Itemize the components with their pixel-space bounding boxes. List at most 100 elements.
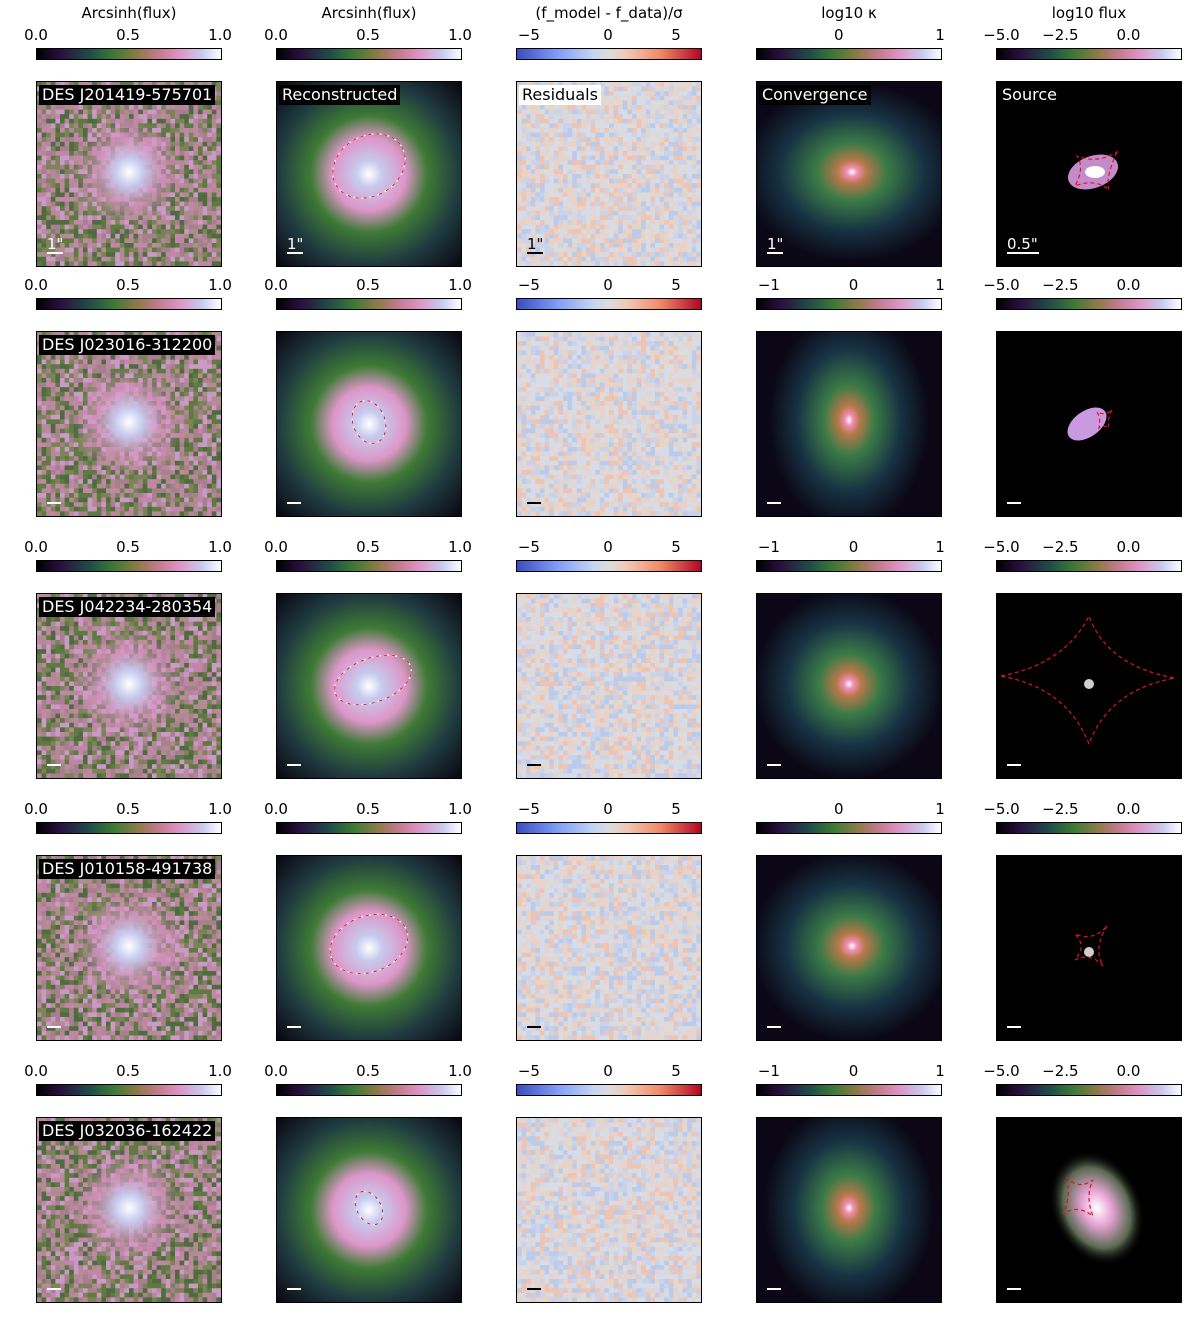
scale-bar-line [527, 764, 541, 766]
colorbar-tick-label: 1.0 [448, 1062, 472, 1080]
colorbar-tick-label: 0 [848, 276, 859, 294]
reconstructed-image: Reconstructed 1" [276, 81, 462, 267]
colorbar-tick-label: 1.0 [208, 1062, 232, 1080]
colorbar [516, 298, 702, 310]
colorbar-tick-label: 5 [671, 538, 681, 556]
scale-bar-line [1007, 1026, 1021, 1028]
colorbar-tick-label: −5 [517, 276, 540, 294]
scale-bar-line [767, 252, 783, 254]
panel-label: Source [999, 85, 1060, 105]
colorbar-tick-label: −2.5 [1042, 276, 1079, 294]
scale-bar-line [1007, 764, 1021, 766]
residuals-image [516, 1117, 702, 1303]
scale-bar [47, 502, 61, 504]
scale-bar-line [527, 502, 541, 504]
colorbar-tick-label: 1.0 [208, 538, 232, 556]
scale-bar-line [287, 764, 301, 766]
scale-bar [527, 1026, 541, 1028]
colorbar-tick-label: −2.5 [1042, 800, 1079, 818]
colorbar [516, 560, 702, 572]
source-image [996, 593, 1182, 779]
colorbar-tick-label: 0.5 [356, 800, 380, 818]
colorbar [756, 1084, 942, 1096]
colorbar-tick-label: −2.5 [1042, 538, 1079, 556]
colorbar-tick-label: 5 [671, 800, 681, 818]
scale-bar-line [47, 502, 61, 504]
colorbar-tick-label: 0.0 [24, 800, 48, 818]
colorbar-tick-label: 1.0 [448, 26, 472, 44]
data-image: DES J023016-312200 [36, 331, 222, 517]
scale-bar [1007, 502, 1021, 504]
colorbar-ticks: −1 0 1 [756, 538, 945, 556]
colorbar-ticks: 0.0 0.5 1.0 [24, 1062, 232, 1080]
scale-bar: 1" [287, 236, 303, 254]
colorbar-tick-label: 0 [848, 538, 859, 556]
scale-bar: 1" [47, 236, 63, 254]
colorbar [36, 48, 222, 60]
scale-bar-label: 0.5" [1007, 235, 1038, 253]
scale-bar-line [527, 1026, 541, 1028]
scale-bar [767, 502, 781, 504]
source-image [996, 855, 1182, 1041]
scale-bar [767, 1288, 781, 1290]
source-image: Source 0.5" [996, 81, 1182, 267]
scale-bar: 1" [767, 236, 783, 254]
colorbar-ticks: −5.0 −2.5 0.0 [983, 538, 1182, 556]
scale-bar [287, 1026, 301, 1028]
column-title: log10 flux [1051, 4, 1127, 22]
scale-bar-label: 1" [527, 235, 544, 253]
colorbar-tick-label: 0 [603, 538, 613, 556]
scale-bar [527, 1288, 541, 1290]
colorbar-ticks: −5.0 −2.5 0.0 [983, 276, 1182, 294]
colorbar-tick-label: 1 [935, 1062, 945, 1080]
colorbar-tick-label: 1 [935, 538, 945, 556]
colorbar-tick-label: −5 [517, 1062, 540, 1080]
colorbar-ticks: −1 0 1 [756, 276, 945, 294]
reconstructed-image [276, 331, 462, 517]
colorbar-ticks: 0.0 0.5 1.0 [264, 800, 472, 818]
colorbar-tick-label: 5 [671, 26, 681, 44]
colorbar-tick-label: 0.5 [356, 26, 380, 44]
colorbar-ticks: 0.0 0.5 1.0 [24, 800, 232, 818]
colorbar [516, 822, 702, 834]
colorbar-ticks: −1 0 1 [756, 1062, 945, 1080]
scale-bar [767, 1026, 781, 1028]
scale-bar: 0.5" [1007, 236, 1039, 254]
colorbar-tick-label: 5 [671, 276, 681, 294]
colorbar-tick-label: 0 [603, 26, 613, 44]
colorbar-tick-label: 5 [671, 1062, 681, 1080]
colorbar [276, 560, 462, 572]
colorbar-tick-label: −2.5 [1042, 1062, 1079, 1080]
colorbar-ticks: −5 0 5 [516, 800, 702, 818]
colorbar-ticks: −5.0 −2.5 0.0 [983, 26, 1182, 44]
colorbar [276, 48, 462, 60]
colorbar-tick-label: 0.0 [264, 26, 288, 44]
colorbar-tick-label: 0.0 [1116, 800, 1141, 818]
colorbar-tick-label: 0 [603, 1062, 613, 1080]
colorbar [756, 822, 942, 834]
colorbar-ticks: 0.0 0.5 1.0 [264, 538, 472, 556]
colorbar-tick-label: −5 [517, 800, 540, 818]
scale-bar [287, 502, 301, 504]
colorbar-tick-label: 0.0 [264, 276, 288, 294]
colorbar [756, 48, 942, 60]
column-title: log10 κ [821, 4, 877, 22]
data-image: DES J201419-575701 1" [36, 81, 222, 267]
colorbar-tick-label: 0.5 [116, 800, 140, 818]
panel-label: DES J042234-280354 [39, 597, 216, 617]
panel-label: DES J032036-162422 [39, 1121, 216, 1141]
scale-bar [1007, 764, 1021, 766]
source-image [996, 331, 1182, 517]
colorbar-tick-label: 0.0 [1116, 26, 1141, 44]
colorbar-tick-label: −5.0 [983, 276, 1020, 294]
data-image: DES J042234-280354 [36, 593, 222, 779]
source-image [996, 1117, 1182, 1303]
scale-bar [47, 764, 61, 766]
residuals-image [516, 855, 702, 1041]
scale-bar-line [767, 1288, 781, 1290]
colorbar [756, 298, 942, 310]
colorbar [276, 822, 462, 834]
panel-label: DES J023016-312200 [39, 335, 216, 355]
panel-label: Reconstructed [279, 85, 401, 105]
scale-bar-line [1007, 502, 1021, 504]
